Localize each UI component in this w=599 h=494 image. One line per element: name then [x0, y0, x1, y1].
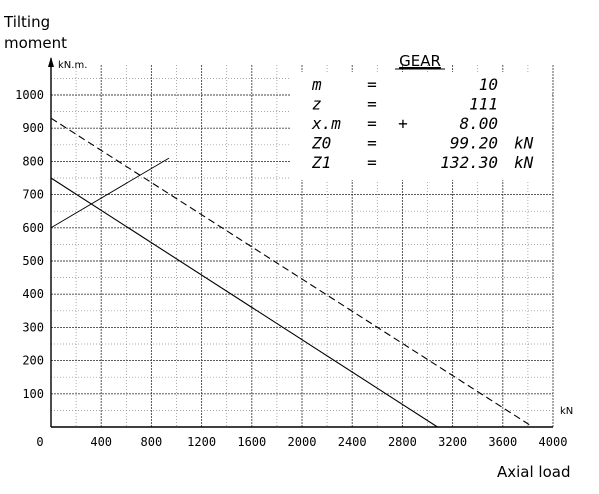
x-tick-label: 3600: [488, 435, 517, 449]
gear-param-equals: =: [367, 95, 377, 114]
x-tick-label: 2400: [338, 435, 367, 449]
y-axis-title-line-1: Tilting: [4, 13, 51, 31]
y-tick-label: 100: [22, 387, 44, 401]
gear-param-value: 111: [469, 95, 498, 114]
y-tick-label: 900: [22, 121, 44, 135]
gear-param-value: 10: [479, 75, 498, 94]
gear-param-equals: =: [367, 134, 377, 153]
gear-param-value: 132.30: [440, 153, 498, 172]
x-tick-label: 2000: [288, 435, 317, 449]
gear-param-name: x.m: [311, 114, 341, 133]
x-axis-title: Axial load: [497, 463, 571, 481]
x-tick-label: 1200: [187, 435, 216, 449]
y-tick-label: 800: [22, 154, 44, 168]
y-axis-title-line-2: moment: [4, 34, 68, 52]
y-tick-label: 200: [22, 354, 44, 368]
gear-param-name: Z0: [311, 134, 331, 153]
y-tick-label: 700: [22, 188, 44, 202]
gear-table: GEAR m = 10 z = 111 x.m = +8.00 Z0 = 99.20 kN Z1 = 132.3…: [290, 52, 552, 180]
y-axis-arrow-icon: [48, 57, 54, 67]
gear-param-equals: =: [367, 75, 377, 94]
gear-param-sign: +: [398, 114, 408, 133]
gear-param-name: z: [312, 95, 322, 114]
y-tick-label: 1000: [15, 88, 44, 102]
gear-table-title: GEAR: [399, 52, 441, 70]
series-lines: [50, 117, 534, 428]
gear-param-value: 8.00: [459, 114, 498, 133]
y-unit-label: kN.m.: [58, 60, 87, 71]
series-line-dashed: [50, 117, 534, 428]
y-tick-label: 600: [22, 221, 44, 235]
gear-param-value: 99.20: [450, 134, 498, 153]
y-tick-label: 400: [22, 287, 44, 301]
gear-param-name: Z1: [311, 153, 331, 172]
x-tick-label: 1600: [237, 435, 266, 449]
x-tick-label: 400: [90, 435, 112, 449]
gear-param-equals: =: [367, 153, 377, 172]
axes: [48, 57, 553, 428]
origin-label: 0: [36, 435, 43, 449]
gear-param-name: m: [311, 75, 322, 94]
x-tick-label: 3200: [438, 435, 467, 449]
series-line-solid: [50, 177, 438, 428]
y-tick-label: 300: [22, 320, 44, 334]
y-tick-label: 500: [22, 254, 44, 268]
x-unit-label: kN: [560, 406, 573, 417]
x-tick-label: 4000: [539, 435, 568, 449]
series-line-solid-thin: [50, 157, 170, 229]
tick-labels: 400 800 1200 1600 2000 2400 2800 3200 3600 400010…: [15, 60, 573, 449]
gear-param-equals: =: [367, 114, 377, 133]
gear-param-unit: kN: [514, 153, 534, 172]
gear-param-unit: kN: [514, 134, 534, 153]
x-tick-label: 2800: [388, 435, 417, 449]
x-tick-label: 800: [141, 435, 163, 449]
